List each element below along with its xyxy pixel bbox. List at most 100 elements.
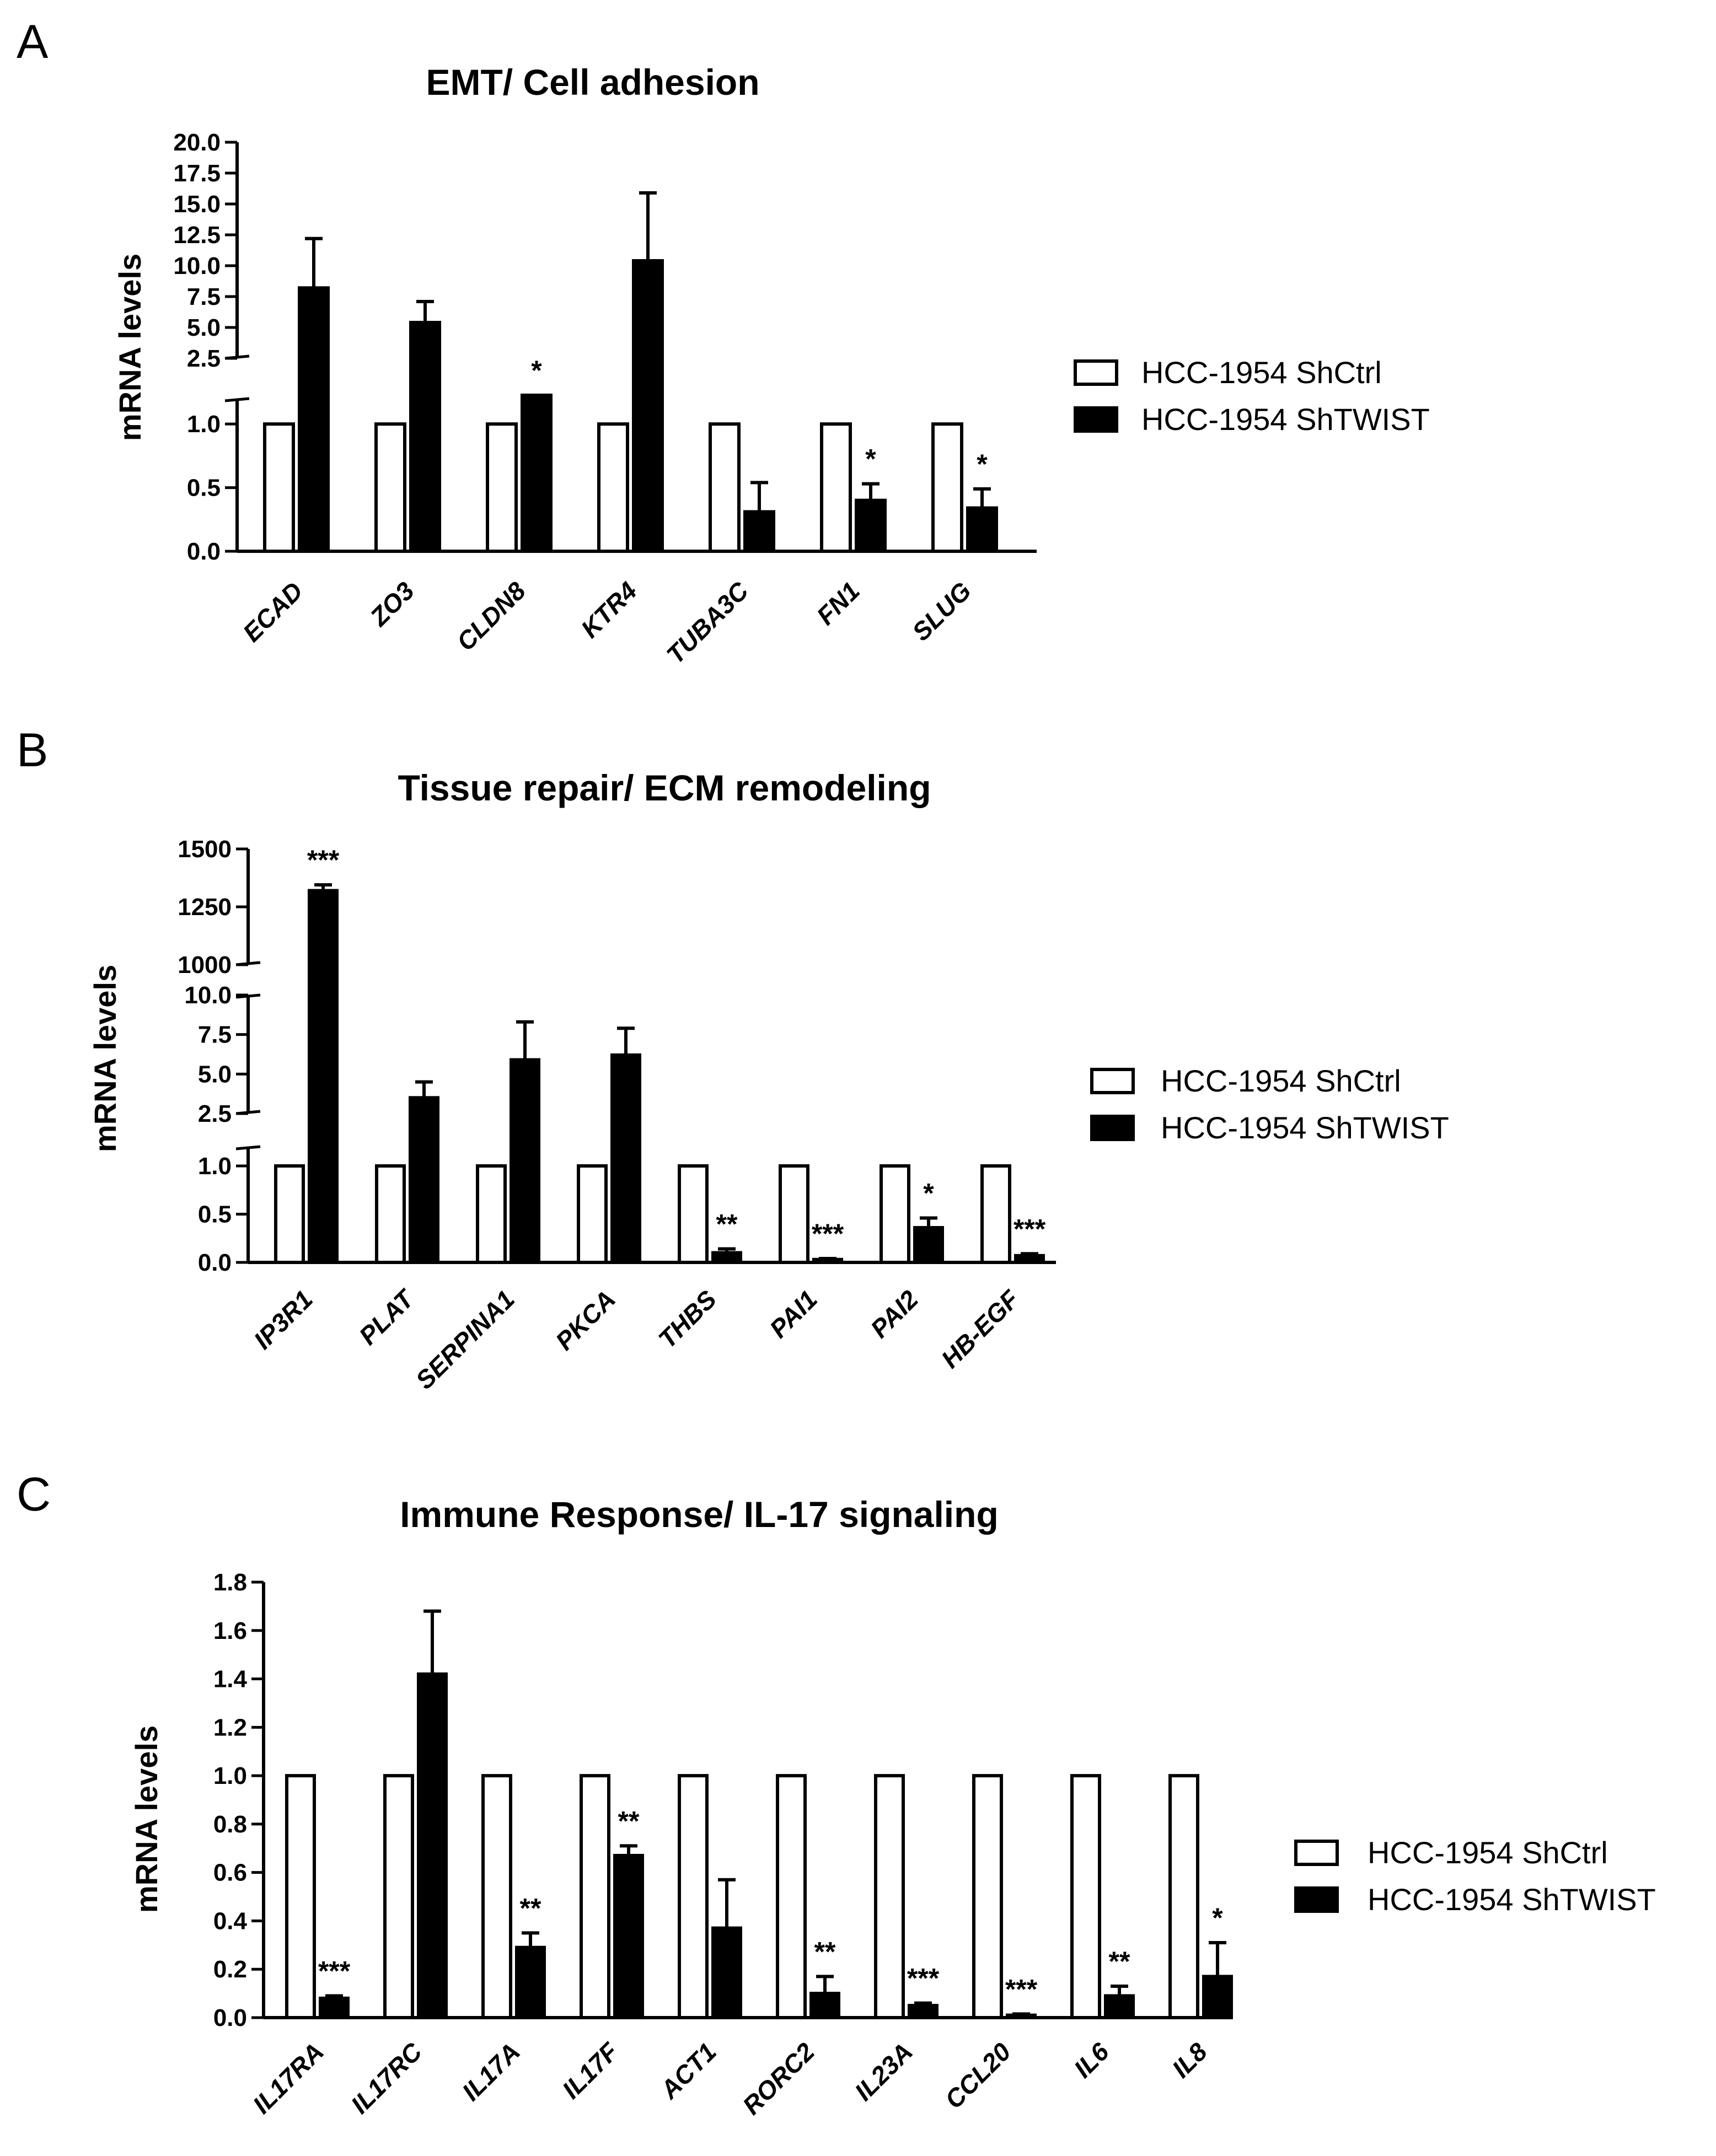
panel-a-axes: 0.0 0.5 1.0 2.5 5.0 7.5 10.0 12.5 15.0 17.5 20.0 [173,129,1037,565]
bar-shctrl-tuba3c [709,422,741,553]
category-label-il17a: IL17A [457,2037,525,2106]
bar-shtwist-ktr4 [632,259,664,553]
legend-a-shtwist-swatch [1074,406,1118,433]
legend-b-shtwist-swatch [1090,1115,1135,1141]
significance-il17ra: *** [318,1956,351,1987]
axis-break-mark [235,993,261,999]
panel-b-title: Tissue repair/ ECM remodeling [398,767,931,808]
bar-shctrl-ccl20 [972,1774,1003,2019]
axis-break-mark [235,1145,261,1150]
y-tick-label: 15.0 [173,191,221,218]
legend-b-shctrl-label: HCC-1954 ShCtrl [1161,1063,1401,1098]
category-label-serpina1: SERPINA1 [410,1284,520,1394]
category-label-rorc2: RORC2 [737,2037,820,2120]
y-tick-label: 1.0 [187,411,221,438]
significance-thbs: ** [716,1209,738,1240]
panel-c-legend: HCC-1954 ShCtrl HCC-1954 ShTWIST [1294,1835,1656,1917]
bar-shtwist-il6 [1104,1994,1135,2019]
bar-shtwist-il23a [908,2004,939,2020]
bar-shctrl-thbs [678,1164,709,1264]
panel-a-letter: A [17,15,49,68]
bar-shtwist-plat [409,1096,439,1265]
panel-c-category-labels: IL17RA IL17RC IL17A IL17F ACT1 RORC2 IL23A CCL2… [247,2036,1213,2120]
bar-shctrl-ecad [263,422,295,553]
panel-a-bars: * * * [263,191,998,553]
significance-il17a: ** [520,1892,541,1923]
category-label-il17rc: IL17RC [345,2037,427,2119]
category-label-cldn8: CLDN8 [451,576,531,656]
panel-a-legend: HCC-1954 ShCtrl HCC-1954 ShTWIST [1074,355,1430,437]
panel-a-category-labels: ECAD ZO3 CLDN8 KTR4 TUBA3C FN1 SLUG [237,576,977,669]
bar-shtwist-il8 [1202,1975,1233,2020]
bar-shtwist-rorc2 [809,1992,840,2019]
bar-shtwist-cldn8 [521,394,553,553]
category-label-ip3r1: IP3R1 [248,1284,318,1354]
panel-a: A EMT/ Cell adhesion mRNA levels 0.0 0.5 1… [17,15,1430,669]
category-label-il6: IL6 [1068,2037,1114,2083]
significance-rorc2: ** [814,1936,836,1967]
legend-b-shtwist-label: HCC-1954 ShTWIST [1161,1110,1449,1145]
category-label-act1: ACT1 [655,2037,722,2104]
axis-break-mark [224,354,250,360]
bar-shctrl-il8 [1168,1774,1199,2019]
significance-ccl20: *** [1005,1974,1038,2004]
bar-shtwist-ecad [298,286,330,553]
bar-shtwist-il17f [613,1853,644,2019]
axis-break-mark [235,961,261,966]
significance-il8: * [1212,1902,1223,1933]
legend-c-shtwist-swatch [1294,1886,1339,1913]
y-tick-label: 1.4 [213,1666,248,1693]
panel-c-ylabel: mRNA levels [129,1725,164,1913]
legend-c-shctrl-label: HCC-1954 ShCtrl [1368,1835,1608,1870]
y-tick-label: 1250 [178,894,232,921]
y-tick-label: 10.0 [184,982,232,1009]
category-label-il17f: IL17F [556,2036,624,2104]
panel-b-letter: B [17,724,48,777]
y-tick-label: 1.6 [213,1617,247,1644]
y-tick-label: 0.0 [187,538,221,565]
y-tick-label: 0.5 [187,475,221,502]
bar-shtwist-tuba3c [743,510,775,553]
category-label-plat: PLAT [353,1283,421,1351]
y-tick-label: 1.8 [213,1569,247,1596]
y-tick-label: 2.5 [187,345,221,372]
legend-c-shctrl-swatch [1294,1840,1339,1866]
significance-pai2: * [923,1178,934,1209]
bar-shtwist-hb-egf [1014,1254,1045,1264]
y-tick-label: 20.0 [173,129,221,156]
category-label-ktr4: KTR4 [575,576,642,643]
significance-il6: ** [1109,1946,1130,1977]
axis-break-mark [235,1110,261,1115]
y-tick-label: 2.5 [198,1100,232,1127]
panel-c-bars: ************ ****** [285,1609,1233,2020]
bar-shtwist-ip3r1 [308,889,339,1264]
legend-b-shctrl-swatch [1090,1068,1135,1094]
significance-slug: * [977,449,988,480]
panel-b: B Tissue repair/ ECM remodeling mRNA lev… [17,724,1449,1395]
axis-break-mark [224,397,250,402]
y-tick-label: 1.0 [198,1153,232,1180]
category-label-il8: IL8 [1166,2037,1213,2083]
legend-a-shtwist-label: HCC-1954 ShTWIST [1141,402,1430,437]
panel-a-ylabel: mRNA levels [112,254,147,441]
y-tick-label: 10.0 [173,252,221,279]
bar-shctrl-ktr4 [597,422,629,553]
category-label-il17ra: IL17RA [247,2037,329,2119]
bar-shctrl-act1 [678,1774,709,2019]
category-label-slug: SLUG [907,576,977,646]
y-tick-label: 0.8 [213,1811,247,1838]
bar-shctrl-zo3 [374,422,406,553]
bar-shtwist-serpina1 [510,1058,540,1264]
y-tick-label: 5.0 [198,1061,232,1088]
category-label-il23a: IL23A [849,2037,918,2106]
y-tick-label: 0.4 [213,1907,248,1934]
y-tick-label: 7.5 [187,283,221,310]
category-label-pai2: PAI2 [865,1284,924,1343]
panel-b-legend: HCC-1954 ShCtrl HCC-1954 ShTWIST [1090,1063,1449,1145]
y-tick-label: 5.0 [187,314,221,341]
bar-shtwist-il17a [515,1945,546,2019]
significance-hb-egf: *** [1013,1213,1046,1244]
category-label-fn1: FN1 [811,576,865,630]
